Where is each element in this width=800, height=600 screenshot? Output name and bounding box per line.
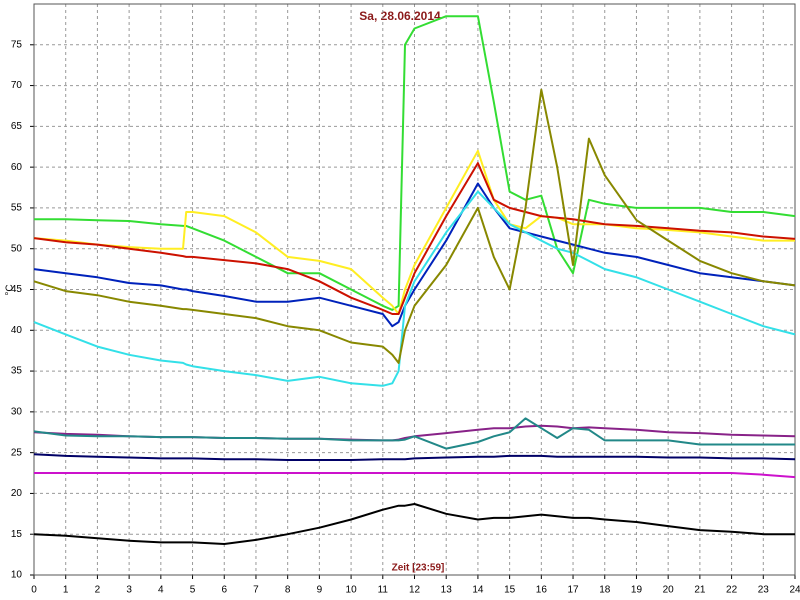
y-tick-label: 25 bbox=[11, 447, 23, 458]
x-tick-label: 4 bbox=[158, 585, 164, 596]
series-line bbox=[33, 453, 796, 461]
x-tick-label: 21 bbox=[694, 585, 706, 596]
x-tick-label: 10 bbox=[346, 585, 358, 596]
x-tick-label: 6 bbox=[221, 585, 227, 596]
x-tick-label: 24 bbox=[789, 585, 800, 596]
x-tick-label: 20 bbox=[663, 585, 675, 596]
y-tick-label: 70 bbox=[11, 80, 23, 91]
x-tick-label: 16 bbox=[536, 585, 548, 596]
x-tick-label: 1 bbox=[63, 585, 69, 596]
y-tick-label: 60 bbox=[11, 162, 23, 173]
y-tick-label: 15 bbox=[11, 529, 23, 540]
x-tick-label: 14 bbox=[472, 585, 484, 596]
y-tick-label: 20 bbox=[11, 488, 23, 499]
x-tick-label: 12 bbox=[409, 585, 421, 596]
plot-frame bbox=[33, 3, 796, 576]
x-tick-label: 11 bbox=[378, 585, 389, 596]
x-tick-label: 8 bbox=[285, 585, 291, 596]
series-line bbox=[33, 162, 796, 315]
series-line bbox=[33, 190, 796, 387]
x-tick-label: 5 bbox=[190, 585, 196, 596]
x-tick-label: 13 bbox=[441, 585, 453, 596]
chart-title: Sa, 28.06.2014 bbox=[359, 9, 441, 23]
y-tick-label: 10 bbox=[11, 570, 23, 581]
x-axis-label: Zeit [23:59] bbox=[392, 563, 445, 574]
series-line bbox=[33, 503, 795, 545]
y-tick-label: 65 bbox=[11, 121, 23, 132]
x-tick-label: 23 bbox=[758, 585, 770, 596]
y-tick-label: 55 bbox=[11, 203, 23, 214]
x-tick-label: 2 bbox=[95, 585, 101, 596]
y-tick-label: 50 bbox=[11, 243, 23, 254]
y-tick-label: 35 bbox=[11, 366, 23, 377]
x-tick-label: 0 bbox=[31, 585, 37, 596]
y-axis-label: °C bbox=[5, 284, 16, 295]
y-tick-label: 45 bbox=[11, 284, 23, 295]
x-tick-label: 19 bbox=[631, 585, 643, 596]
y-tick-label: 40 bbox=[11, 325, 23, 336]
series-line bbox=[34, 472, 796, 479]
series-line bbox=[33, 149, 795, 315]
x-tick-label: 17 bbox=[567, 585, 579, 596]
x-tick-label: 18 bbox=[599, 585, 611, 596]
series-line bbox=[33, 417, 795, 450]
y-tick-label: 75 bbox=[11, 39, 23, 50]
x-tick-label: 3 bbox=[126, 585, 132, 596]
series-line bbox=[33, 182, 796, 328]
x-tick-label: 22 bbox=[726, 585, 738, 596]
x-tick-label: 15 bbox=[504, 585, 516, 596]
x-tick-label: 7 bbox=[253, 585, 259, 596]
y-tick-label: 30 bbox=[11, 406, 23, 417]
series-line bbox=[33, 88, 796, 364]
x-tick-label: 9 bbox=[317, 585, 323, 596]
